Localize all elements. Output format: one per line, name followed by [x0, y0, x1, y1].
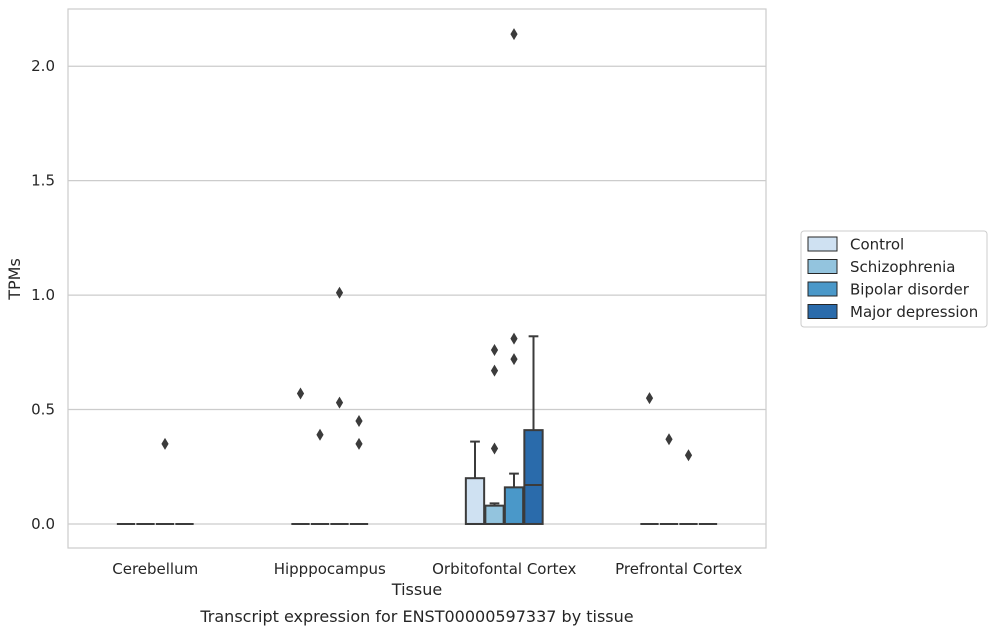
y-tick-label: 1.0	[31, 286, 55, 304]
box-body	[503, 486, 525, 525]
x-tick-label: Orbitofontal Cortex	[432, 560, 576, 578]
legend-label: Schizophrenia	[850, 258, 955, 276]
legend-label: Control	[850, 236, 904, 254]
x-axis-label: Tissue	[391, 580, 442, 599]
y-tick-label: 2.0	[31, 57, 55, 75]
box-body	[464, 477, 486, 525]
outlier-marker	[355, 437, 363, 450]
x-tick-label: Hipppocampus	[274, 560, 386, 578]
legend-label: Bipolar disorder	[850, 281, 970, 299]
outlier-marker	[335, 396, 344, 409]
x-axis-ticks: Cerebellum Hipppocampus Orbitofontal Corte…	[112, 560, 742, 578]
box-bipolar-disorder	[503, 472, 525, 525]
box-body	[484, 504, 505, 525]
outlier-marker	[665, 433, 673, 446]
gridlines	[68, 65, 766, 525]
y-tick-label: 0.5	[31, 401, 55, 419]
outliers	[161, 28, 693, 462]
x-tick-label: Prefrontal Cortex	[615, 560, 742, 578]
legend-swatch	[807, 281, 838, 297]
legend-frame	[800, 230, 988, 328]
y-axis-label: TPMs	[5, 258, 24, 301]
outlier-marker	[490, 344, 499, 357]
x-tick-label: Cerebellum	[112, 560, 198, 578]
outlier-marker	[296, 387, 305, 400]
y-axis-ticks: 0.0 0.5 1.0 1.5 2.0	[31, 57, 55, 533]
outlier-marker	[490, 442, 499, 455]
chart-caption: Transcript expression for ENST0000059733…	[199, 607, 633, 626]
y-tick-label: 0.0	[31, 515, 55, 533]
outlier-marker	[355, 414, 363, 427]
box-body	[523, 429, 544, 525]
outlier-marker	[510, 332, 518, 345]
legend-swatch	[807, 259, 838, 274]
boxes	[116, 335, 718, 525]
legend-label: Major depression	[850, 303, 978, 321]
outlier-marker	[161, 437, 169, 450]
outlier-marker	[645, 392, 654, 405]
outlier-marker	[316, 428, 324, 441]
box-schizophrenia	[484, 502, 505, 525]
legend: Control Schizophrenia Bipolar disorder Majo…	[800, 230, 988, 328]
legend-swatch	[807, 236, 838, 252]
y-tick-label: 1.5	[31, 172, 55, 190]
outlier-marker	[335, 286, 344, 299]
outlier-marker	[510, 353, 518, 366]
plot-area-frame	[67, 8, 767, 549]
outlier-marker	[490, 364, 499, 377]
outlier-marker	[510, 28, 518, 41]
box-control	[464, 440, 486, 525]
legend-swatch	[807, 304, 838, 319]
outlier-marker	[684, 449, 693, 462]
box-major-depression	[523, 335, 544, 525]
